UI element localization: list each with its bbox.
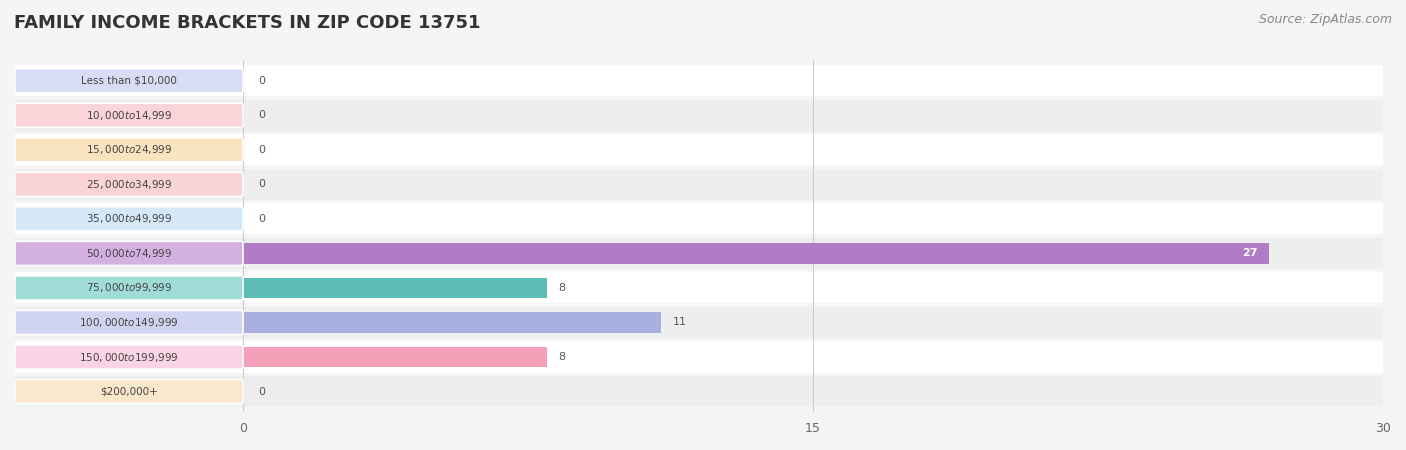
Text: 27: 27 <box>1241 248 1257 258</box>
Text: $15,000 to $24,999: $15,000 to $24,999 <box>86 143 172 156</box>
Bar <box>243 346 547 367</box>
FancyBboxPatch shape <box>15 103 243 127</box>
Text: 0: 0 <box>259 180 266 189</box>
Text: $200,000+: $200,000+ <box>100 387 157 396</box>
Text: 0: 0 <box>259 76 266 86</box>
FancyBboxPatch shape <box>15 207 243 231</box>
Bar <box>15 134 1384 165</box>
Bar <box>15 169 1384 200</box>
Text: 0: 0 <box>259 110 266 120</box>
Text: 11: 11 <box>672 318 686 328</box>
Text: $50,000 to $74,999: $50,000 to $74,999 <box>86 247 172 260</box>
Text: $25,000 to $34,999: $25,000 to $34,999 <box>86 178 172 191</box>
Text: Source: ZipAtlas.com: Source: ZipAtlas.com <box>1258 14 1392 27</box>
Text: $100,000 to $149,999: $100,000 to $149,999 <box>79 316 179 329</box>
Bar <box>15 65 1384 96</box>
Text: FAMILY INCOME BRACKETS IN ZIP CODE 13751: FAMILY INCOME BRACKETS IN ZIP CODE 13751 <box>14 14 481 32</box>
FancyBboxPatch shape <box>15 276 243 300</box>
Text: $10,000 to $14,999: $10,000 to $14,999 <box>86 109 172 122</box>
Bar <box>15 238 1384 269</box>
Bar <box>15 342 1384 373</box>
Bar <box>15 100 1384 131</box>
Bar <box>243 312 661 333</box>
FancyBboxPatch shape <box>15 310 243 334</box>
Text: Less than $10,000: Less than $10,000 <box>82 76 177 86</box>
Text: $150,000 to $199,999: $150,000 to $199,999 <box>79 351 179 364</box>
FancyBboxPatch shape <box>15 379 243 404</box>
FancyBboxPatch shape <box>15 345 243 369</box>
Bar <box>15 307 1384 338</box>
Text: 8: 8 <box>558 352 565 362</box>
Bar <box>243 243 1270 264</box>
FancyBboxPatch shape <box>15 172 243 196</box>
Text: 0: 0 <box>259 145 266 155</box>
Text: $35,000 to $49,999: $35,000 to $49,999 <box>86 212 172 225</box>
FancyBboxPatch shape <box>15 241 243 266</box>
Text: 0: 0 <box>259 387 266 396</box>
FancyBboxPatch shape <box>15 69 243 93</box>
Bar <box>15 203 1384 234</box>
Text: 0: 0 <box>259 214 266 224</box>
Bar <box>15 272 1384 303</box>
Bar <box>243 278 547 298</box>
FancyBboxPatch shape <box>15 138 243 162</box>
Bar <box>15 376 1384 407</box>
Text: 8: 8 <box>558 283 565 293</box>
Text: $75,000 to $99,999: $75,000 to $99,999 <box>86 281 172 294</box>
